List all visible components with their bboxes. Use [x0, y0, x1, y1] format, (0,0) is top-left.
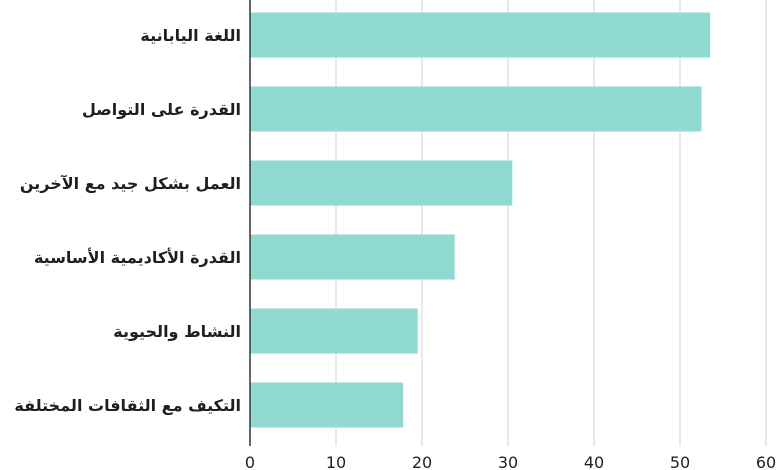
category-label: القدرة الأكاديمية الأساسية: [34, 248, 241, 267]
x-tick-label: 40: [584, 453, 604, 470]
bar: [250, 86, 702, 132]
x-tick-label: 10: [326, 453, 346, 470]
category-label: العمل بشكل جيد مع الآخرين: [20, 174, 241, 193]
category-labels: اللغة اليابانية القدرة على التواصل العمل ب…: [14, 26, 241, 415]
x-tick-label: 60: [756, 453, 776, 470]
bar: [250, 12, 711, 58]
bar: [250, 160, 513, 206]
bar: [250, 308, 418, 354]
category-label: القدرة على التواصل: [82, 100, 241, 119]
bar: [250, 382, 404, 428]
x-tick-label: 50: [670, 453, 690, 470]
bar: [250, 234, 455, 280]
x-tick-label: 20: [412, 453, 432, 470]
x-tick-label: 0: [245, 453, 255, 470]
category-label: النشاط والحيوية: [113, 322, 241, 341]
gridlines: [335, 0, 767, 446]
category-label: اللغة اليابانية: [140, 26, 241, 45]
x-tick-label: 30: [498, 453, 518, 470]
category-label: التكيف مع الثقافات المختلفة: [14, 396, 241, 415]
bars: [250, 12, 711, 428]
x-tick-labels: 0 10 20 30 40 50 60: [245, 453, 776, 470]
